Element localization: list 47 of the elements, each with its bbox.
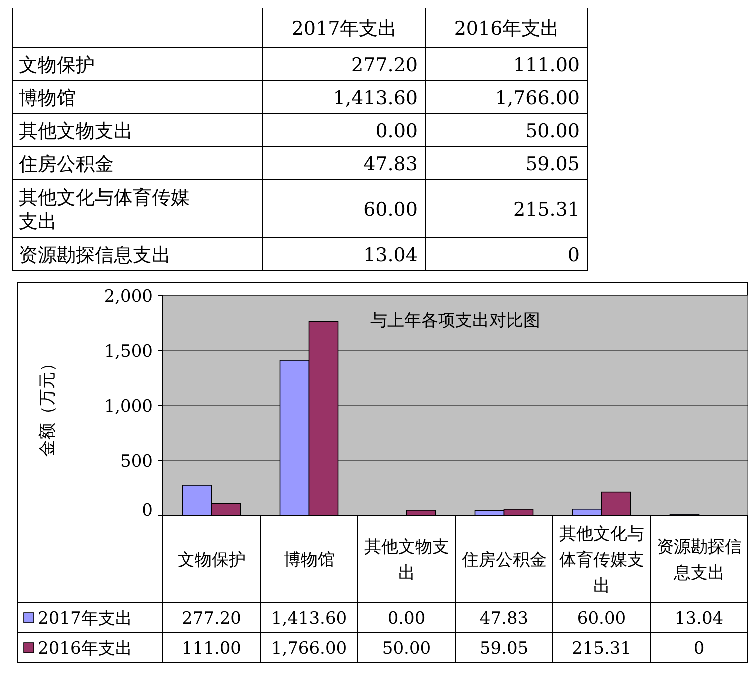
- x-tick-label: 资源勘探信息支出: [656, 538, 742, 584]
- category-label: 其他文化与体育传媒支出: [19, 187, 190, 233]
- y-tick-label: 500: [120, 452, 153, 472]
- data-label: 60.00: [577, 609, 626, 629]
- data-label: 50.00: [526, 120, 580, 142]
- data-label: 1,413.60: [271, 609, 348, 629]
- data-label: 277.20: [182, 609, 242, 629]
- y-tick-label: 2,000: [104, 287, 153, 307]
- data-label: 111.00: [182, 639, 242, 659]
- data-label: 1,766.00: [495, 88, 580, 110]
- data-label: 277.20: [352, 54, 418, 76]
- y-tick-label: 1,000: [104, 397, 153, 417]
- data-label: 1,766.00: [271, 639, 348, 659]
- category-label: 文物保护: [19, 54, 95, 76]
- data-label: 0: [568, 244, 580, 266]
- data-label: 59.05: [526, 154, 580, 176]
- text: 2016年支出: [454, 18, 560, 40]
- data-label: 13.04: [674, 609, 724, 629]
- category-label: 博物馆: [19, 88, 76, 110]
- data-label: 111.00: [514, 54, 580, 76]
- data-label: 47.83: [480, 609, 529, 629]
- x-tick-label: 其他文化与体育传媒支出: [559, 524, 644, 596]
- data-label: 0.00: [388, 609, 426, 629]
- data-label: 60.00: [364, 199, 418, 221]
- data-label: 50.00: [382, 639, 432, 659]
- data-label: 0: [694, 639, 705, 659]
- series-label: 2017年支出: [292, 18, 398, 40]
- data-label: 215.31: [514, 199, 580, 221]
- text: 与上年各项支出对比图: [370, 311, 540, 331]
- category-label: 住房公积金: [18, 154, 114, 176]
- category-label: 资源勘探信息支出: [19, 244, 171, 266]
- data-label: 47.83: [364, 154, 418, 176]
- data-label: 215.31: [572, 639, 632, 659]
- data-label: 59.05: [480, 639, 529, 659]
- legend-label: 2017年支出: [38, 609, 132, 629]
- x-tick-label: 文物保护: [178, 550, 246, 570]
- data-label: 13.04: [364, 244, 418, 266]
- y-tick-label: 0: [142, 501, 153, 521]
- data-label: 1,413.60: [333, 88, 418, 110]
- y-axis-title: 金额（万元）: [38, 355, 58, 457]
- x-tick-label: 住房公积金: [460, 550, 547, 570]
- data-label: 0.00: [376, 120, 418, 142]
- x-tick-label: 其他文物支出: [364, 538, 450, 584]
- legend-label: 2016年支出: [38, 639, 132, 659]
- x-tick-label: 博物馆: [284, 550, 335, 570]
- y-tick-label: 1,500: [104, 342, 153, 362]
- category-label: 其他文物支出: [19, 120, 133, 142]
